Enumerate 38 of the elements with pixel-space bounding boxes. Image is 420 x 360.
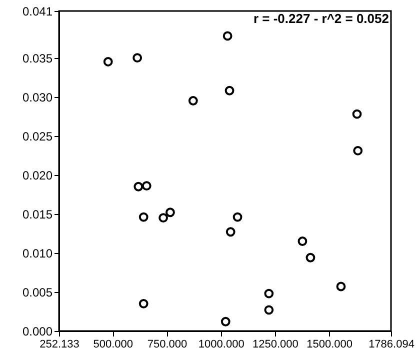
point — [352, 109, 362, 119]
y-tick-label: 0.005 — [22, 285, 53, 300]
y-tick-label: 0.030 — [22, 90, 53, 104]
point — [224, 86, 234, 96]
point — [142, 181, 152, 191]
y-tick-label: 0.035 — [22, 51, 53, 66]
point — [188, 96, 198, 106]
point — [264, 288, 274, 298]
point — [336, 282, 346, 292]
point — [134, 182, 144, 192]
point — [158, 213, 168, 223]
x-tick-label: 1250.000 — [252, 338, 298, 350]
y-tick-label: 0.041 — [22, 4, 53, 18]
x-tick-label: 500.000 — [93, 338, 134, 350]
point — [306, 252, 316, 262]
y-tick-label: 0.015 — [22, 207, 53, 222]
point — [138, 212, 148, 222]
annotation: r = -0.227 - r^2 = 0.052 — [253, 11, 389, 26]
point — [232, 212, 242, 222]
point — [132, 53, 142, 63]
x-tick-label: 1000.000 — [198, 338, 244, 350]
y-tick-label: 0.020 — [22, 168, 53, 182]
y-tick-label: 0.010 — [22, 246, 53, 260]
x-tick-label: 252.133 — [40, 338, 80, 350]
x-tick-label: 1786.094 — [368, 338, 414, 350]
point — [103, 57, 113, 66]
point — [220, 316, 230, 326]
point — [353, 146, 363, 156]
point — [226, 227, 236, 237]
y-tick-label: 0.025 — [22, 129, 53, 144]
y-tick-label: 0.000 — [22, 324, 53, 338]
point — [264, 305, 274, 315]
x-tick-label: 1500.000 — [306, 338, 353, 350]
point — [166, 208, 175, 218]
x-tick-label: 750.000 — [147, 338, 188, 350]
point — [298, 236, 308, 246]
point — [222, 31, 232, 41]
point — [138, 298, 148, 308]
